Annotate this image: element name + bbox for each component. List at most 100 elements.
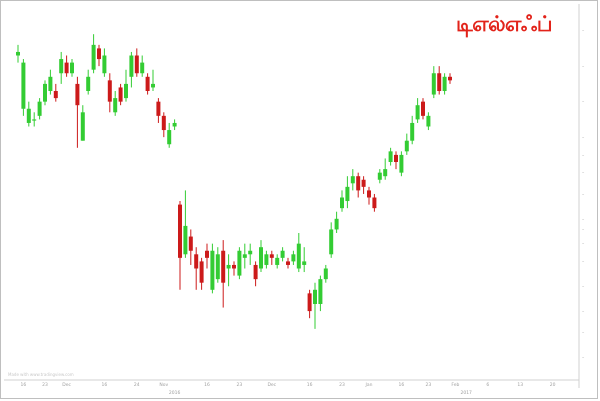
candle-body (340, 197, 344, 209)
candle-body (124, 83, 128, 99)
candle-body (377, 172, 382, 180)
candle-body (48, 76, 53, 91)
candle-body (367, 190, 371, 198)
candle-body (107, 80, 112, 102)
candle-body (167, 130, 172, 145)
candle-body (248, 250, 253, 255)
candle-body (102, 55, 107, 74)
candle-body (75, 83, 80, 106)
candle-body (178, 204, 182, 258)
x-year-label: 2016 (169, 390, 181, 396)
candle-body (388, 151, 393, 162)
candle-body (118, 87, 123, 102)
y-tick-mark: – (582, 356, 585, 361)
x-tick-label: 16 (307, 382, 313, 388)
candle-body (442, 76, 447, 91)
candle-body (113, 98, 118, 113)
x-tick-label: Feb (451, 382, 459, 388)
candle-body (383, 169, 388, 177)
candle-body (161, 115, 166, 131)
candle-body (221, 250, 226, 283)
candle-body (134, 55, 139, 74)
candles-group (16, 34, 452, 329)
candle-body (329, 229, 334, 255)
y-tick-mark: – (582, 331, 585, 336)
candle-body (64, 62, 69, 74)
x-tick-label: 23 (42, 382, 48, 388)
candle-body (448, 76, 452, 81)
candle-body (129, 55, 134, 77)
candle-body (318, 279, 323, 304)
x-year-label: 2017 (460, 390, 472, 396)
y-tick-mark: – (582, 310, 585, 315)
candle-body (199, 261, 204, 283)
candle-body (205, 250, 209, 258)
watermark-text: Made with www.tradingview.com (8, 372, 74, 377)
x-tick-label: 16 (102, 382, 108, 388)
candle-body (16, 51, 20, 56)
candle-body (237, 250, 242, 276)
candle-body (156, 101, 161, 116)
candle-body (291, 254, 296, 262)
y-tick-mark: – (582, 153, 585, 158)
x-tick-label: Nov (159, 382, 168, 388)
candle-body (21, 62, 26, 109)
candle-body (356, 176, 361, 191)
x-tick-label: Dec (267, 382, 276, 388)
x-tick-label: Jan (365, 382, 373, 388)
candle-body (264, 254, 269, 265)
candle-body (253, 264, 258, 280)
x-tick-label: 16 (21, 382, 27, 388)
candle-body (302, 261, 307, 265)
y-tick-mark: – (582, 228, 585, 233)
candle-body (151, 83, 155, 88)
brand-logo: டிஎல்எஃப் (456, 12, 553, 36)
y-tick-mark: – (582, 192, 585, 197)
candle-body (145, 76, 150, 91)
candle-body (280, 250, 285, 258)
candle-body (226, 264, 231, 269)
y-ticks-group: – – – – – – – – – – – – – – – (582, 29, 585, 361)
candle-body (183, 225, 188, 255)
candle-body (194, 254, 199, 269)
candle-body (37, 101, 42, 116)
candle-body (313, 289, 317, 304)
candle-body (426, 115, 431, 127)
y-tick-mark: – (582, 29, 585, 34)
y-tick-mark: – (582, 217, 585, 222)
x-tick-label: Dec (62, 382, 71, 388)
candle-body (350, 176, 355, 184)
candle-body (32, 119, 37, 121)
y-tick-mark: – (582, 285, 585, 290)
candle-body (394, 154, 398, 162)
x-tick-label: 23 (426, 382, 432, 388)
y-tick-mark: – (582, 171, 585, 176)
candle-body (410, 122, 415, 141)
candle-body (140, 62, 145, 74)
candle-body (275, 257, 280, 265)
x-tick-label: 16 (204, 382, 210, 388)
y-tick-mark: – (582, 242, 585, 247)
x-tick-label: 16 (399, 382, 405, 388)
x-tick-label: 13 (517, 382, 523, 388)
x-tick-label: 20 (550, 382, 556, 388)
candle-body (188, 236, 193, 251)
candle-body (404, 140, 409, 152)
x-tick-label: 6 (486, 382, 489, 388)
x-ticks-group: 16 23 Dec 16 24 Nov 16 23 Dec 16 23 Jan 16 23 Feb 6 13 20… (21, 382, 556, 396)
candle-body (80, 112, 85, 141)
candle-body (269, 254, 274, 258)
candle-body (399, 154, 404, 173)
candle-body (210, 250, 215, 290)
candle-body (70, 62, 74, 74)
candle-body (437, 73, 442, 91)
candle-body (431, 73, 436, 95)
candle-body (43, 83, 47, 102)
y-tick-mark: – (582, 260, 585, 265)
candle-body (334, 218, 339, 230)
candle-body (323, 268, 328, 280)
candle-body (259, 247, 263, 269)
candle-body (26, 108, 31, 123)
x-tick-label: 23 (339, 382, 345, 388)
